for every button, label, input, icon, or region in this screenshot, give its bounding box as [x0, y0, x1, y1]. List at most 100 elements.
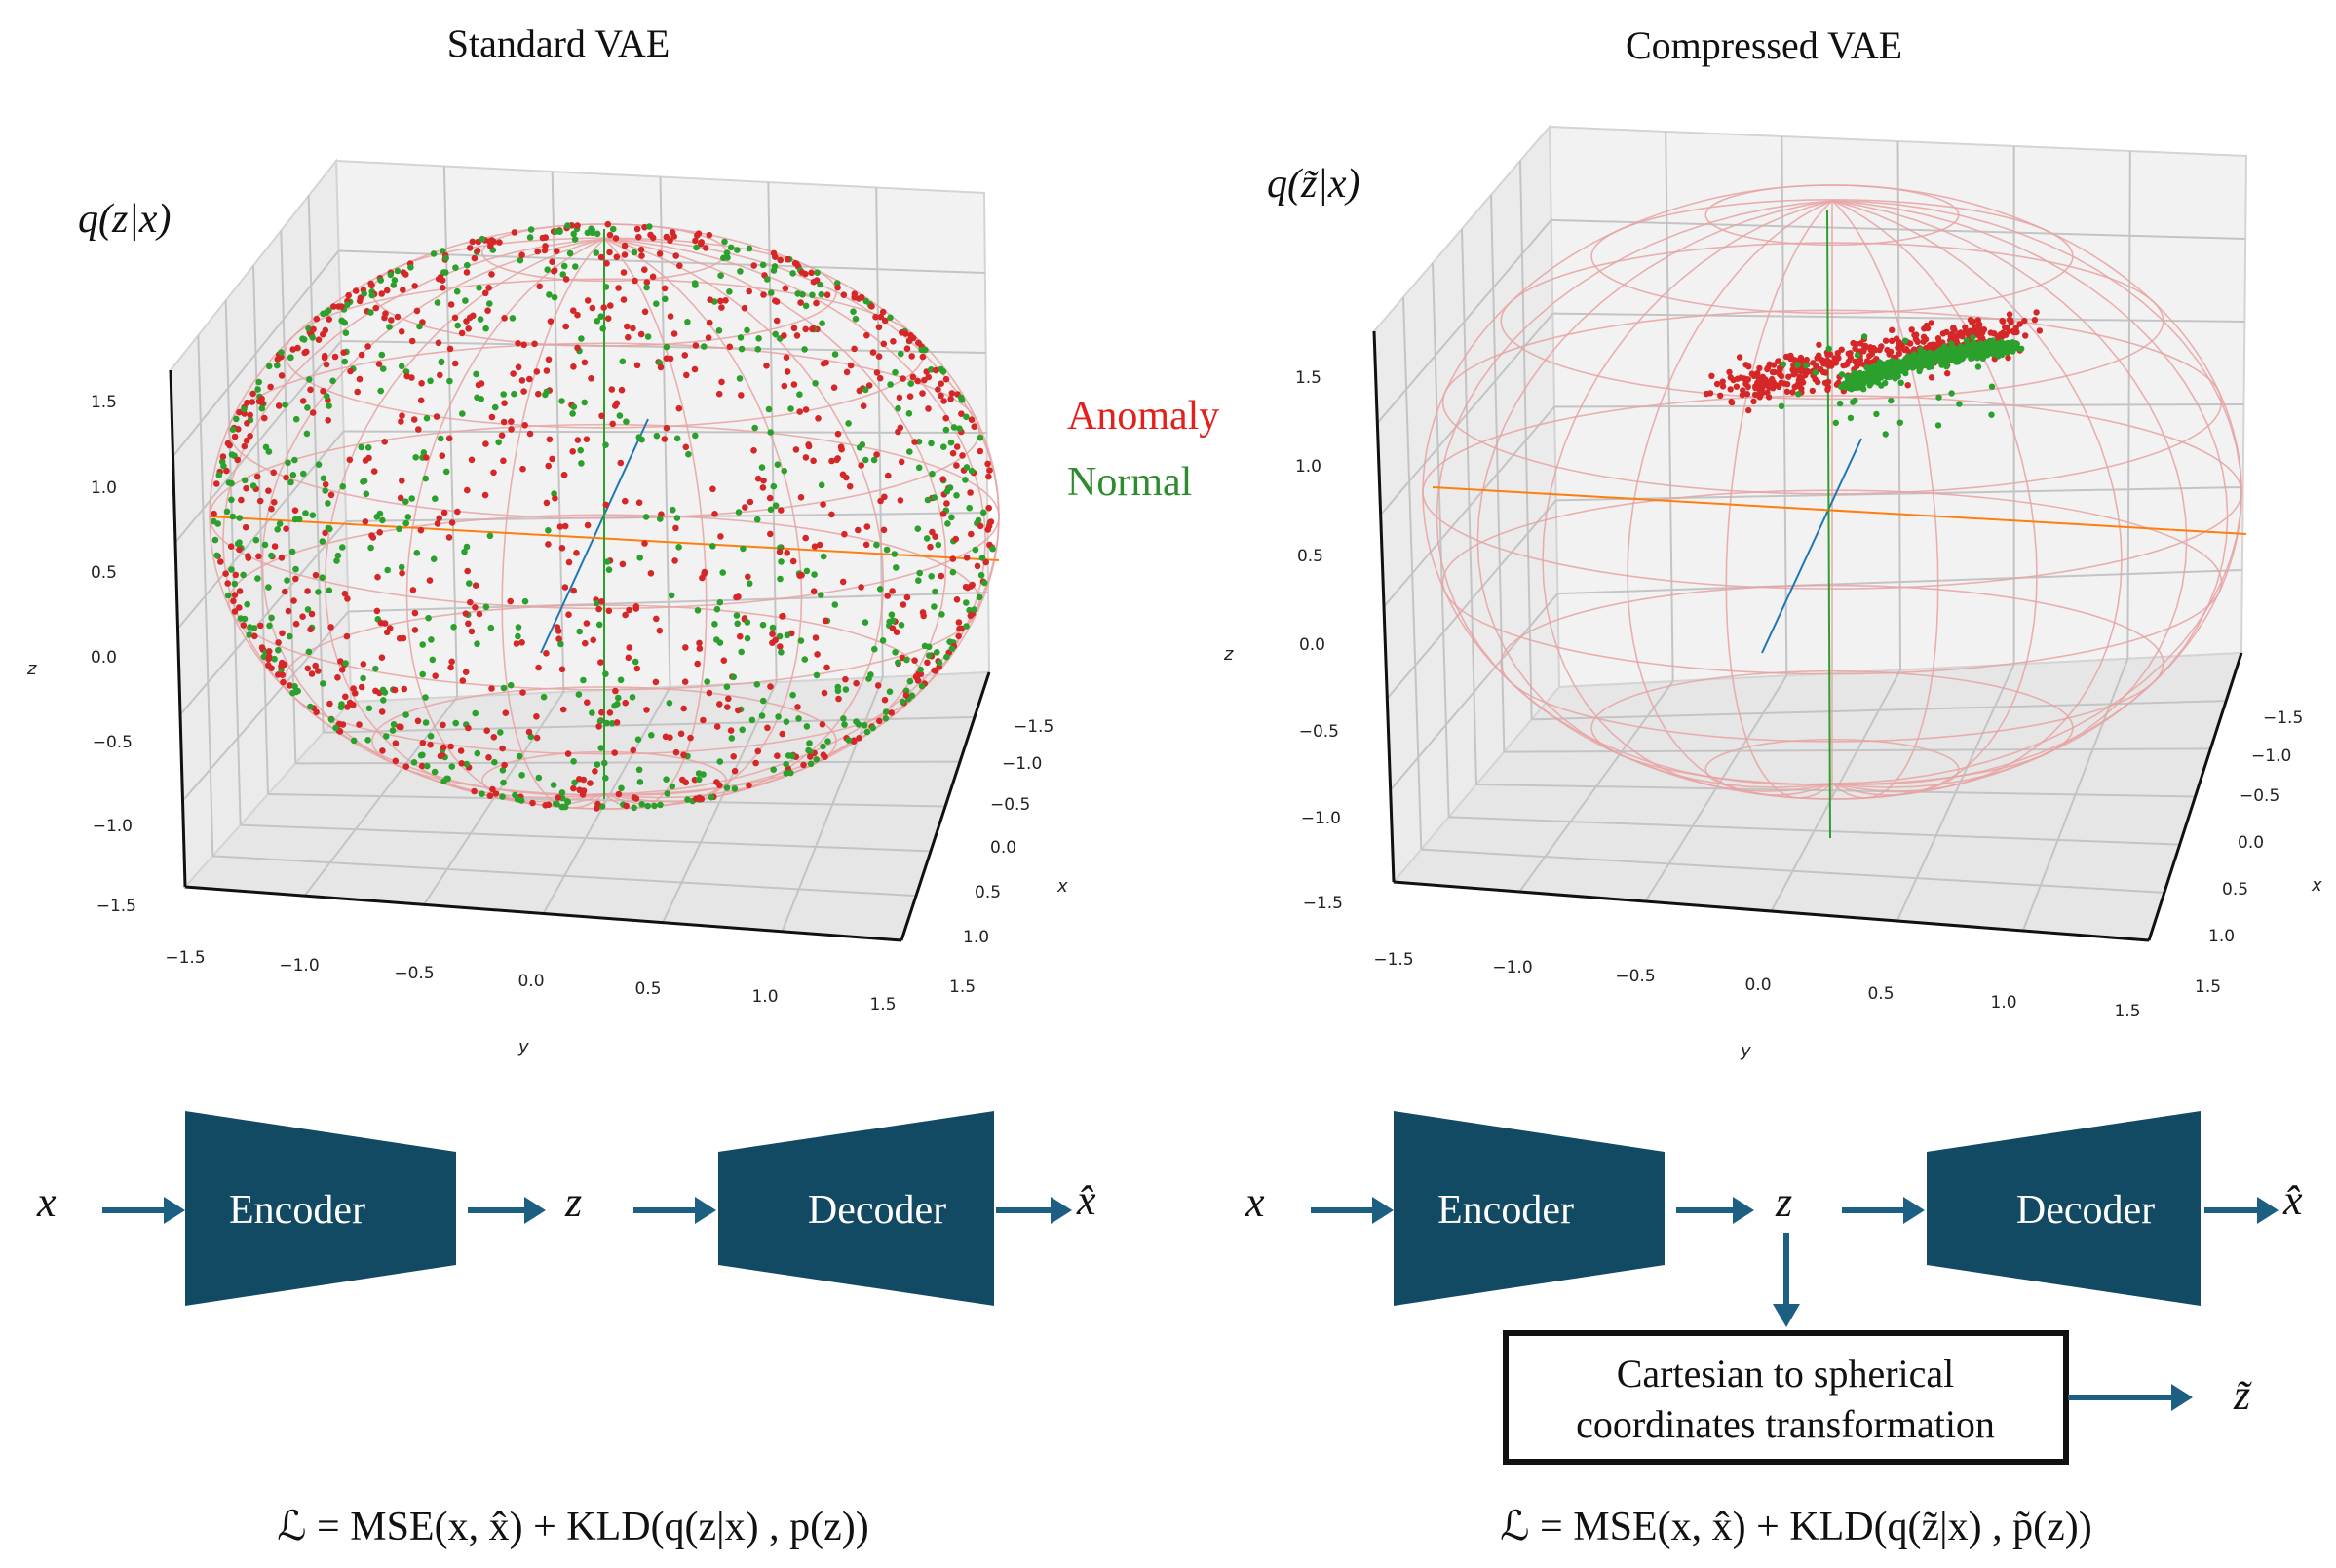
data-point [619, 358, 627, 365]
data-point [924, 496, 932, 504]
right-3d-box [1372, 124, 2248, 942]
data-point [419, 641, 427, 648]
data-point [545, 462, 552, 470]
data-point [442, 468, 450, 476]
data-point [802, 325, 809, 333]
data-point [1971, 340, 1978, 347]
data-point [377, 387, 385, 395]
right-y-tick: 1.5 [2114, 1002, 2140, 1021]
data-point [546, 291, 553, 298]
data-point [323, 361, 330, 368]
data-point [718, 304, 725, 311]
data-point [1888, 337, 1896, 344]
data-point [959, 452, 966, 459]
data-point [1934, 335, 1942, 342]
data-point [473, 370, 479, 378]
data-point [621, 251, 629, 258]
data-point [304, 606, 312, 613]
left-x-tick: −1.5 [1014, 717, 1053, 737]
right-y-tick: 0.5 [1867, 984, 1894, 1004]
data-point [808, 269, 815, 277]
data-point [254, 386, 261, 393]
data-point [2006, 311, 2013, 318]
data-point [275, 402, 283, 409]
data-point [956, 425, 963, 433]
data-point [545, 527, 552, 534]
data-point [463, 543, 471, 551]
data-point [977, 522, 984, 530]
data-point [631, 794, 638, 801]
data-point [266, 622, 273, 630]
left-z-tick: −1.0 [93, 817, 133, 836]
data-point [884, 593, 891, 599]
data-point [1972, 324, 1978, 331]
data-point [574, 222, 581, 229]
data-point [2006, 327, 2012, 335]
data-point [564, 798, 572, 806]
data-point [1803, 356, 1811, 363]
data-point [770, 482, 778, 490]
data-point [374, 573, 381, 581]
left-x-tick: 0.0 [990, 838, 1016, 858]
data-point [307, 386, 314, 394]
data-point [700, 716, 707, 724]
data-point [558, 803, 566, 811]
data-point [876, 374, 884, 382]
data-point [709, 543, 716, 550]
data-point [240, 571, 247, 579]
data-point [240, 622, 248, 629]
data-point [254, 575, 261, 582]
data-point [642, 514, 650, 520]
data-point [364, 343, 371, 350]
data-point [839, 471, 847, 478]
left-x-tick: −1.0 [1002, 754, 1042, 774]
data-point [692, 432, 699, 440]
data-point [597, 253, 605, 261]
data-point [1857, 340, 1864, 347]
data-point [274, 362, 281, 369]
data-point [842, 675, 849, 683]
data-point [565, 611, 572, 618]
data-point [258, 644, 266, 651]
data-point [544, 266, 551, 274]
data-point [404, 514, 412, 520]
data-point [802, 454, 810, 461]
data-point [887, 381, 894, 388]
data-point [1743, 391, 1751, 398]
data-point [417, 751, 425, 759]
data-point [561, 522, 569, 530]
data-point [942, 414, 949, 422]
grid-line [2021, 658, 2129, 932]
data-point [892, 649, 899, 656]
data-point [378, 290, 386, 297]
data-point [764, 724, 771, 732]
data-point [772, 636, 779, 644]
data-point [865, 382, 873, 389]
data-point [1717, 392, 1724, 399]
data-point [1863, 364, 1870, 371]
data-point [1775, 358, 1782, 364]
right-z-tick: 0.0 [1299, 635, 1325, 655]
data-point [342, 693, 349, 701]
data-point [543, 388, 551, 396]
data-point [734, 247, 741, 253]
data-point [883, 546, 891, 554]
data-point [921, 376, 928, 384]
data-point [377, 277, 385, 284]
left-arrow-input [102, 1197, 185, 1224]
data-point [413, 550, 421, 556]
data-point [824, 738, 831, 745]
data-point [810, 588, 818, 594]
data-point [468, 456, 476, 464]
data-point [211, 510, 217, 517]
data-point [717, 533, 724, 540]
data-point [759, 261, 767, 269]
data-point [283, 525, 289, 532]
data-point [834, 284, 841, 291]
data-point [626, 606, 632, 614]
data-point [758, 712, 766, 719]
data-point [981, 579, 988, 587]
data-point [1759, 383, 1766, 390]
data-point [931, 494, 938, 501]
data-point [1900, 363, 1907, 370]
